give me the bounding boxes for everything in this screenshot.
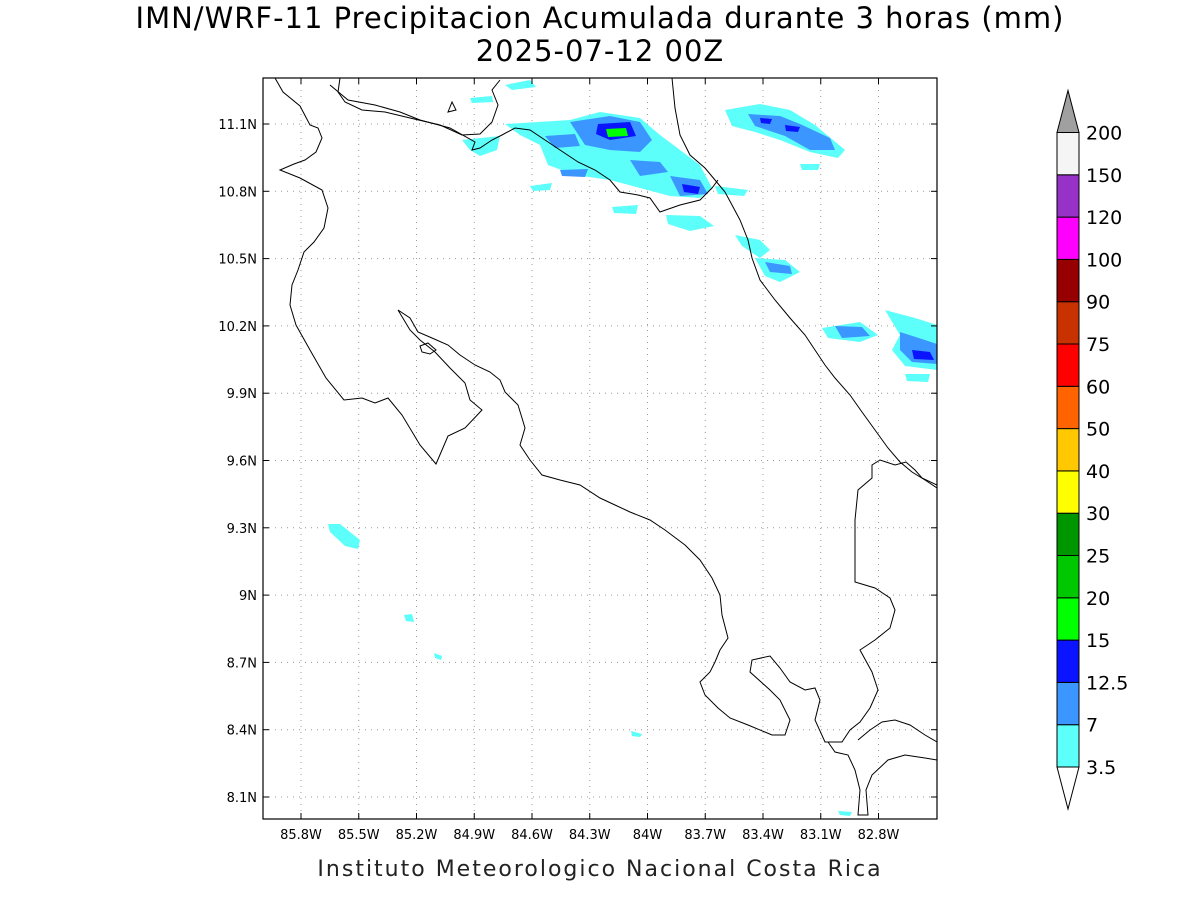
lon-tick-label: 83.7W xyxy=(684,828,726,843)
precip-area-cyan xyxy=(631,731,642,737)
latitude-labels: 11.1N 10.8N 10.5N 10.2N 9.9N 9.6N 9.3N 9N 8.7N 8.… xyxy=(218,118,257,806)
nicaragua-lake-shore xyxy=(337,78,501,136)
precip-area-blue xyxy=(630,160,668,176)
lon-tick-label: 84.3W xyxy=(569,828,611,843)
lat-tick-label: 9N xyxy=(239,589,257,604)
precip-area-cyan xyxy=(505,80,536,90)
colorbar-label: 12.5 xyxy=(1086,672,1128,694)
panama-coast xyxy=(857,719,937,743)
lon-tick-label: 83.1W xyxy=(800,828,842,843)
lon-tick-label: 82.8W xyxy=(858,828,900,843)
map-title: IMN/WRF-11 Precipitacion Acumulada duran… xyxy=(135,1,1065,35)
precip-area-cyan xyxy=(715,186,748,196)
precip-area-blue xyxy=(560,169,588,177)
coastlines xyxy=(274,78,937,816)
map-frame xyxy=(262,77,938,820)
colorbar-label: 7 xyxy=(1086,715,1098,737)
precip-area-cyan xyxy=(612,205,638,214)
precip-area-blue xyxy=(545,134,580,148)
colorbar-bin xyxy=(1056,174,1080,218)
colorbar-label: 20 xyxy=(1086,588,1110,610)
colorbar-bin xyxy=(1056,470,1080,514)
lat-tick-label: 9.9N xyxy=(227,387,257,402)
precipitation-areas xyxy=(328,80,937,816)
colorbar-label: 100 xyxy=(1086,249,1122,271)
island-gulf xyxy=(419,342,437,355)
colorbar-bin xyxy=(1056,639,1080,683)
caribbean-coast xyxy=(671,78,937,489)
institution-footer: Instituto Meteorologico Nacional Costa R… xyxy=(317,857,883,882)
precip-area-green xyxy=(606,128,628,137)
lat-tick-label: 9.6N xyxy=(227,455,257,470)
precip-area-cyan xyxy=(434,653,442,660)
lat-tick-label: 10.8N xyxy=(218,185,257,200)
lon-tick-label: 84.6W xyxy=(511,828,553,843)
precip-area-cyan xyxy=(666,215,714,231)
precip-area-darkblue xyxy=(760,118,772,124)
precip-area-cyan xyxy=(838,811,852,816)
precip-area-darkblue xyxy=(912,350,934,360)
precip-area-blue xyxy=(765,262,792,274)
precip-area-cyan xyxy=(328,524,360,549)
longitude-labels: 85.8W 85.5W 85.2W 84.9W 84.6W 84.3W 84W 83.7W 83… xyxy=(280,828,899,843)
precip-area-cyan xyxy=(404,614,414,622)
gridlines xyxy=(263,78,937,819)
precip-area-cyan xyxy=(735,235,770,258)
colorbar-upper-arrow xyxy=(1056,88,1080,133)
precip-area-darkblue xyxy=(785,125,800,132)
lon-tick-label: 83.4W xyxy=(742,828,784,843)
colorbar-label: 75 xyxy=(1086,334,1110,356)
colorbar-label: 90 xyxy=(1086,292,1110,314)
colorbar-lower-arrow xyxy=(1056,766,1080,811)
lon-tick-label: 84W xyxy=(633,828,663,843)
lat-tick-label: 8.4N xyxy=(227,724,257,739)
lon-tick-label: 85.2W xyxy=(396,828,438,843)
colorbar-bin xyxy=(1056,597,1080,641)
colorbar-bin xyxy=(1056,385,1080,430)
colorbar-bin xyxy=(1056,428,1080,472)
precip-area-cyan xyxy=(530,183,552,191)
colorbar-bin xyxy=(1056,512,1080,557)
lon-tick-label: 85.8W xyxy=(280,828,322,843)
island xyxy=(447,100,457,113)
precip-area-cyan xyxy=(800,164,820,170)
lat-tick-label: 11.1N xyxy=(218,118,257,133)
colorbar-bin xyxy=(1056,132,1080,176)
lon-tick-label: 84.9W xyxy=(453,828,495,843)
colorbar-label: 30 xyxy=(1086,503,1110,525)
colorbar: 3.5 7 12.5 15 20 25 30 40 50 60 75 90 100 120 150 200 xyxy=(1056,88,1128,811)
colorbar-bin xyxy=(1056,258,1080,303)
lat-tick-label: 9.3N xyxy=(227,522,257,537)
precip-area-cyan xyxy=(905,374,930,382)
colorbar-bin xyxy=(1056,555,1080,599)
lat-tick-label: 8.1N xyxy=(227,791,257,806)
precip-area-blue xyxy=(835,326,870,338)
lat-tick-label: 10.2N xyxy=(218,320,257,335)
precip-area-darkblue xyxy=(682,184,700,194)
colorbar-label: 40 xyxy=(1086,461,1110,483)
colorbar-label: 120 xyxy=(1086,207,1122,229)
map-date: 2025-07-12 00Z xyxy=(475,34,725,68)
colorbar-bin xyxy=(1056,216,1080,260)
colorbar-label: 50 xyxy=(1086,419,1110,441)
lat-tick-label: 8.7N xyxy=(227,656,257,671)
colorbar-bin xyxy=(1056,724,1080,768)
colorbar-label: 150 xyxy=(1086,165,1122,187)
colorbar-bin xyxy=(1056,343,1080,387)
colorbar-label: 25 xyxy=(1086,546,1110,568)
colorbar-label: 15 xyxy=(1086,630,1110,652)
colorbar-bin xyxy=(1056,301,1080,345)
lon-tick-label: 85.5W xyxy=(338,828,380,843)
precip-area-cyan xyxy=(470,96,493,103)
panama-border xyxy=(827,741,937,816)
lat-tick-label: 10.5N xyxy=(218,253,257,268)
nicaragua-coast xyxy=(274,78,937,743)
precip-area-cyan xyxy=(505,112,712,198)
colorbar-label: 200 xyxy=(1086,123,1122,145)
colorbar-label: 60 xyxy=(1086,376,1110,398)
colorbar-bin xyxy=(1056,681,1080,726)
colorbar-label: 3.5 xyxy=(1086,757,1116,779)
